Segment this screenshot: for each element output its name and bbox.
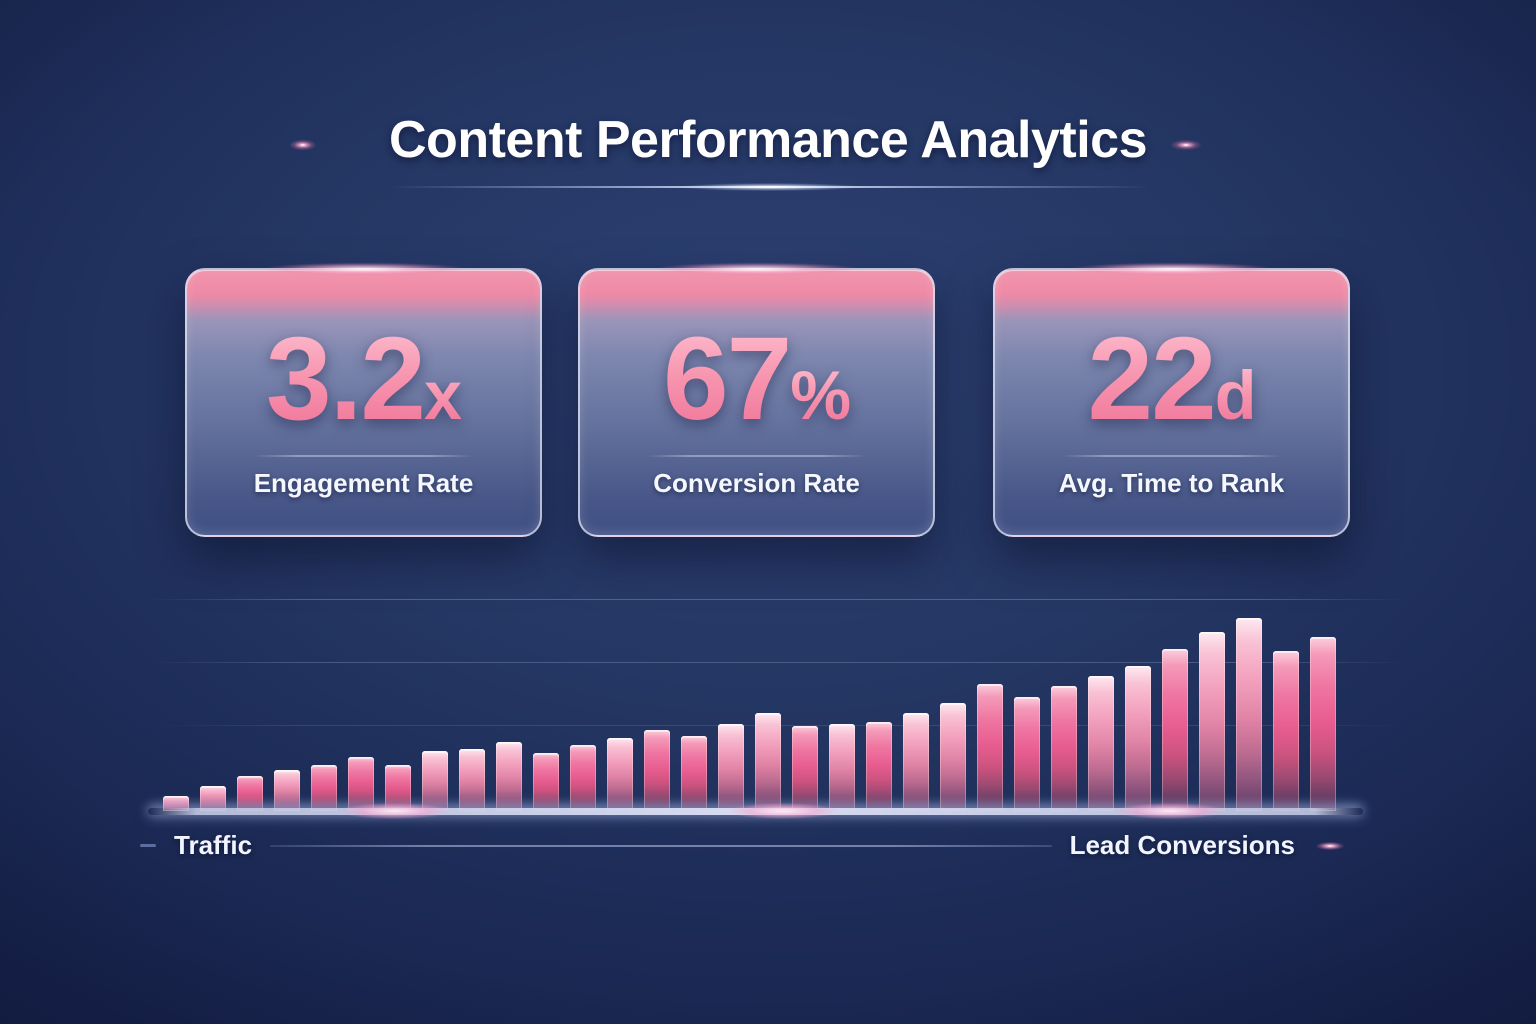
bar-chart	[163, 611, 1336, 811]
kpi-label: Avg. Time to Rank	[1058, 468, 1285, 498]
x-axis-labels: Traffic Lead Conversions	[140, 830, 1408, 861]
bar	[644, 730, 670, 811]
bar	[681, 736, 707, 811]
bar	[570, 745, 596, 811]
bar	[1051, 686, 1077, 811]
kpi-value: 67%	[580, 320, 933, 438]
bar	[866, 722, 892, 811]
kpi-unit: x	[423, 357, 462, 434]
bar	[274, 770, 300, 811]
title-flare-right-icon	[1165, 138, 1315, 152]
page-title: Content Performance Analytics	[389, 111, 1147, 169]
card-divider	[254, 455, 473, 457]
kpi-value: 3.2x	[187, 320, 540, 438]
bar	[1125, 666, 1151, 811]
bar	[1162, 649, 1188, 811]
bar	[1199, 632, 1225, 811]
kpi-card-avg-time-to-rank: 22d Avg. Time to Rank	[993, 268, 1350, 537]
baseline-flare-icon	[1095, 800, 1245, 822]
bar	[496, 742, 522, 811]
axis-flare-icon	[1313, 840, 1408, 851]
bar	[533, 753, 559, 811]
bar	[607, 738, 633, 811]
kpi-card-conversion-rate: 67% Conversion Rate	[578, 268, 935, 537]
bar	[1273, 651, 1299, 811]
kpi-card-engagement-rate: 3.2x Engagement Rate	[185, 268, 542, 537]
kpi-number: 67	[662, 313, 792, 445]
title-flare-left-icon	[205, 138, 320, 152]
bar	[718, 724, 744, 811]
axis-tick-icon	[140, 844, 156, 847]
axis-label-lead-conversions: Lead Conversions	[1069, 830, 1295, 860]
axis-connector-line	[270, 844, 1052, 847]
gridline-middle	[150, 662, 1405, 663]
bar	[903, 713, 929, 811]
axis-label-traffic: Traffic	[174, 830, 253, 860]
kpi-label: Conversion Rate	[653, 468, 860, 498]
bar	[829, 724, 855, 811]
kpi-number: 22	[1087, 313, 1216, 445]
bar	[792, 726, 818, 811]
chart-baseline	[148, 800, 1363, 822]
card-divider	[647, 455, 866, 457]
kpi-label: Engagement Rate	[253, 468, 474, 498]
bar	[163, 796, 189, 811]
baseline-flare-icon	[708, 800, 858, 822]
bar	[940, 703, 966, 811]
baseline-flare-icon	[320, 800, 470, 822]
title-underline	[390, 186, 1150, 188]
bar	[977, 684, 1003, 811]
bar	[1310, 637, 1336, 811]
bar	[1014, 697, 1040, 811]
kpi-number: 3.2	[265, 313, 426, 445]
gridline-top	[150, 599, 1405, 600]
bar	[200, 786, 226, 811]
kpi-unit: d	[1214, 357, 1257, 434]
bar	[237, 776, 263, 811]
kpi-value: 22d	[995, 320, 1348, 438]
card-divider	[1062, 455, 1281, 457]
bar	[1088, 676, 1114, 811]
bar	[1236, 618, 1262, 811]
kpi-unit: %	[790, 357, 851, 434]
bar	[755, 713, 781, 811]
